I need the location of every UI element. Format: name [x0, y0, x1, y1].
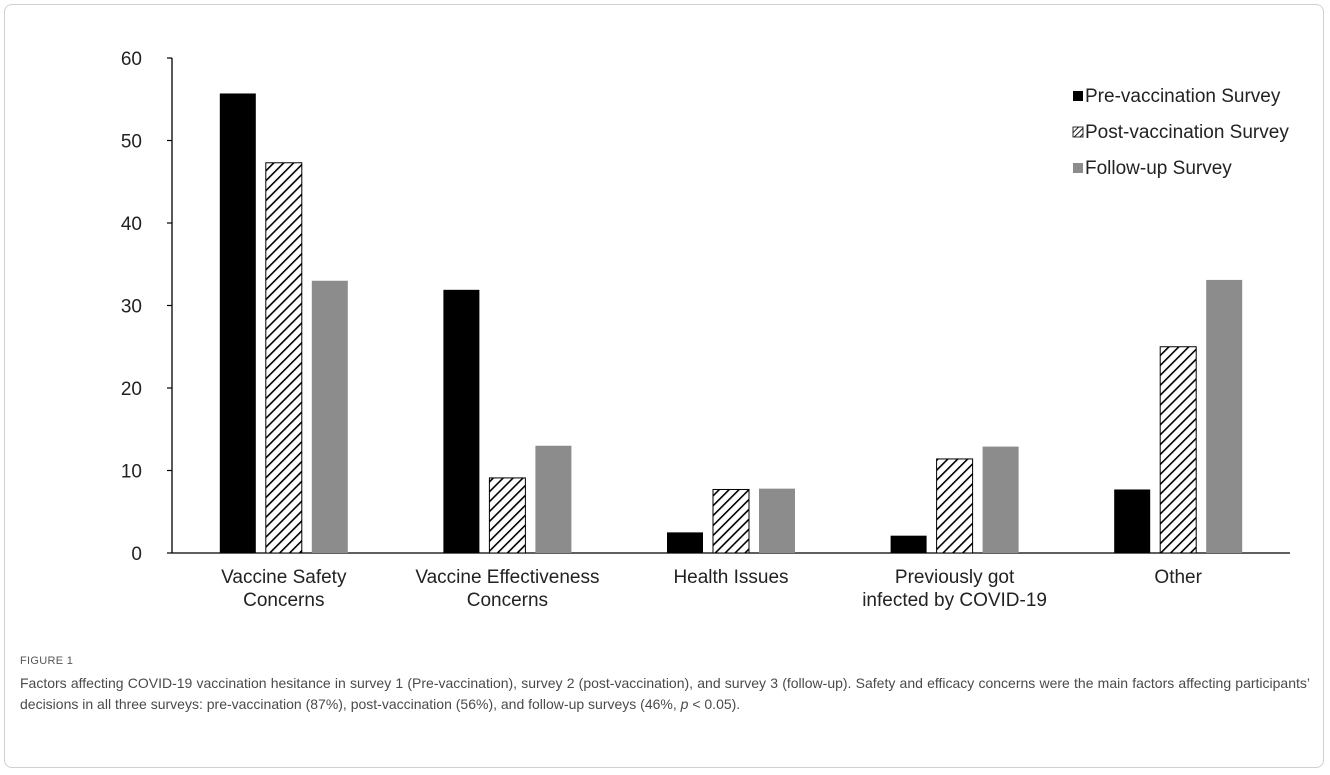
legend-label: Post-vaccination Survey [1085, 122, 1289, 143]
x-category-label: Concerns [243, 590, 324, 611]
bar [982, 446, 1019, 553]
x-category-label: Previously got [895, 567, 1015, 588]
bar [936, 458, 974, 554]
bar [219, 93, 256, 553]
bar [1206, 279, 1243, 553]
bar [488, 477, 526, 554]
x-category-label: infected by COVID-19 [862, 590, 1047, 611]
p-value-symbol: p [680, 696, 689, 712]
legend-swatch [1073, 91, 1083, 101]
bar [712, 488, 750, 554]
legend-swatch [1073, 163, 1083, 173]
bar [890, 535, 927, 553]
y-tick-label: 10 [121, 462, 142, 483]
bar [311, 280, 348, 553]
caption-text: Factors affecting COVID-19 vaccination h… [20, 673, 1310, 715]
y-tick-label: 60 [121, 49, 142, 70]
y-tick-label: 0 [131, 544, 142, 565]
x-category-label: Vaccine Effectiveness [415, 567, 599, 588]
x-category-label: Concerns [467, 590, 548, 611]
bar [667, 532, 703, 553]
x-category-label: Other [1154, 567, 1202, 588]
figure-caption: FIGURE 1 Factors affecting COVID-19 vacc… [20, 655, 1310, 715]
y-tick-label: 30 [121, 297, 142, 318]
bar [265, 162, 303, 554]
bar [1114, 489, 1151, 553]
bar [535, 445, 572, 553]
caption-text-end: < 0.05). [688, 696, 741, 712]
bars [219, 93, 1243, 554]
y-tick-label: 20 [121, 379, 142, 400]
figure-label: FIGURE 1 [20, 655, 74, 667]
bar [1159, 346, 1197, 554]
bar [759, 488, 795, 553]
caption-text-start: Factors affecting COVID-19 vaccination h… [20, 675, 1310, 712]
x-category-label: Vaccine Safety [221, 567, 347, 588]
y-tick-label: 50 [121, 132, 142, 153]
x-category-label: Health Issues [673, 567, 788, 588]
legend-label: Pre-vaccination Survey [1085, 86, 1281, 107]
legend-label: Follow-up Survey [1085, 158, 1232, 179]
y-axis: 0 10 20 30 40 50 60 [121, 49, 173, 565]
y-tick-label: 40 [121, 214, 142, 235]
legend-swatch [1072, 126, 1084, 138]
legend: Pre-vaccination Survey Post-vaccination S… [1072, 86, 1289, 179]
bar [443, 289, 480, 553]
